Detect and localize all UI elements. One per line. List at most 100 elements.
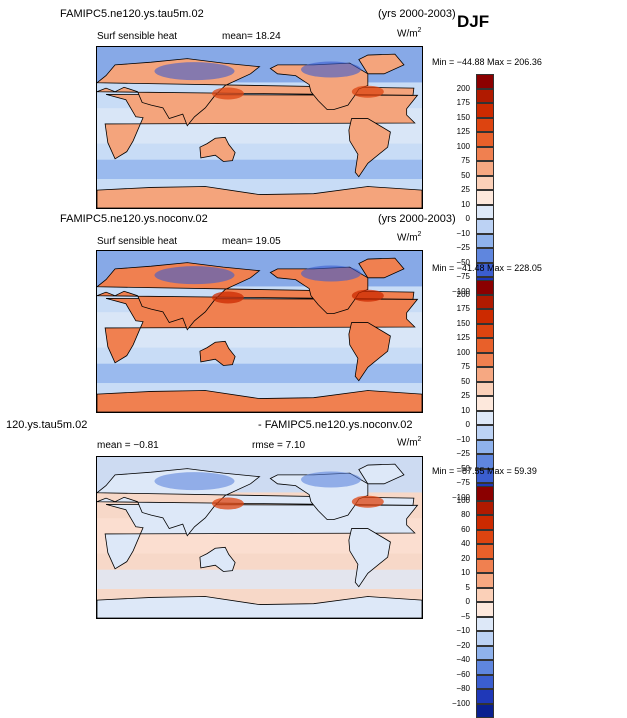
colorbar-label: 75: [461, 363, 470, 371]
colorbar-label: 175: [457, 99, 470, 107]
panel1-units: W/m2: [397, 27, 421, 39]
colorbar-swatch: [476, 219, 494, 234]
season-label: DJF: [457, 12, 489, 32]
colorbar-label: 125: [457, 334, 470, 342]
colorbar-swatch: [476, 675, 494, 690]
colorbar-label: −75: [456, 479, 470, 487]
colorbar-label: 0: [466, 215, 470, 223]
colorbar-swatch: [476, 118, 494, 133]
colorbar-swatch: [476, 515, 494, 530]
colorbar-swatch: [476, 147, 494, 162]
colorbar-swatch: [476, 161, 494, 176]
colorbar-swatch: [476, 602, 494, 617]
colorbar-label: 125: [457, 128, 470, 136]
colorbar-label: 200: [457, 291, 470, 299]
panel2-minmax: Min = −41.48 Max = 228.05: [432, 263, 542, 273]
colorbar-swatch: [476, 324, 494, 339]
colorbar-swatch: [476, 411, 494, 426]
colorbar-label: 40: [461, 540, 470, 548]
colorbar-label: −10: [456, 230, 470, 238]
panel1-map: [96, 46, 423, 209]
colorbar-label: −80: [456, 685, 470, 693]
colorbar-label: −20: [456, 642, 470, 650]
colorbar-label: 100: [457, 349, 470, 357]
colorbar-label: −100: [452, 700, 470, 708]
colorbar-label: 200: [457, 85, 470, 93]
colorbar-label: 100: [457, 497, 470, 505]
panel3-case-left: 120.ys.tau5m.02: [6, 419, 87, 431]
colorbar-swatch: [476, 660, 494, 675]
colorbar-swatch: [476, 501, 494, 516]
colorbar-swatch: [476, 309, 494, 324]
colorbar-swatch: [476, 588, 494, 603]
panel2-case-title: FAMIPC5.ne120.ys.noconv.02: [60, 213, 208, 225]
panel2-variable: Surf sensible heat: [97, 236, 177, 247]
colorbar-label: 50: [461, 172, 470, 180]
colorbar-label: 80: [461, 511, 470, 519]
panel3-case-right: - FAMIPC5.ne120.ys.noconv.02: [258, 419, 413, 431]
colorbar-swatch: [476, 190, 494, 205]
colorbar-swatch: [476, 248, 494, 263]
colorbar-swatch: [476, 440, 494, 455]
colorbar-label: 100: [457, 143, 470, 151]
colorbar-swatch: [476, 89, 494, 104]
colorbar-swatch: [476, 74, 494, 89]
panel2-map: [96, 250, 423, 413]
colorbar-swatch: [476, 132, 494, 147]
colorbar-swatch: [476, 573, 494, 588]
panel1-case-title: FAMIPC5.ne120.ys.tau5m.02: [60, 8, 204, 20]
colorbar-label: 10: [461, 407, 470, 415]
colorbar-label: 150: [457, 114, 470, 122]
panel2-mean: mean= 19.05: [222, 236, 281, 247]
colorbar-swatch: [476, 544, 494, 559]
colorbar-label: −60: [456, 671, 470, 679]
colorbar-label: −25: [456, 450, 470, 458]
panel3-rmse: rmse = 7.10: [252, 440, 305, 451]
world-map-graphic: [97, 251, 422, 412]
colorbar-label: −5: [461, 613, 470, 621]
colorbar-swatch: [476, 689, 494, 704]
panel3-minmax: Min = −87.55 Max = 59.39: [432, 466, 537, 476]
world-map-graphic: [97, 47, 422, 208]
colorbar-swatch: [476, 295, 494, 310]
colorbar-swatch: [476, 704, 494, 718]
panel1-mean: mean= 18.24: [222, 31, 281, 42]
panel1-minmax: Min = −44.88 Max = 206.36: [432, 57, 542, 67]
colorbar-swatch: [476, 646, 494, 661]
panel1-years: (yrs 2000-2003): [378, 8, 456, 20]
panel2-colorbar: [476, 280, 494, 512]
colorbar-swatch: [476, 425, 494, 440]
colorbar-label: 5: [466, 584, 470, 592]
colorbar-label: −75: [456, 273, 470, 281]
colorbar-label: 60: [461, 526, 470, 534]
colorbar-swatch: [476, 631, 494, 646]
colorbar-swatch: [476, 559, 494, 574]
colorbar-swatch: [476, 367, 494, 382]
colorbar-label: 150: [457, 320, 470, 328]
colorbar-label: −25: [456, 244, 470, 252]
colorbar-label: 25: [461, 186, 470, 194]
colorbar-label: 75: [461, 157, 470, 165]
colorbar-swatch: [476, 486, 494, 501]
colorbar-swatch: [476, 103, 494, 118]
world-map-graphic: [97, 457, 422, 618]
panel2-years: (yrs 2000-2003): [378, 213, 456, 225]
colorbar-label: −10: [456, 436, 470, 444]
colorbar-label: 0: [466, 598, 470, 606]
panel3-mean: mean = −0.81: [97, 440, 159, 451]
colorbar-label: −10: [456, 627, 470, 635]
colorbar-label: 175: [457, 305, 470, 313]
panel3-map: [96, 456, 423, 619]
colorbar-label: 50: [461, 378, 470, 386]
panel2-units: W/m2: [397, 231, 421, 243]
colorbar-swatch: [476, 280, 494, 295]
colorbar-swatch: [476, 234, 494, 249]
colorbar-swatch: [476, 396, 494, 411]
colorbar-swatch: [476, 382, 494, 397]
colorbar-label: −40: [456, 656, 470, 664]
colorbar-label: 20: [461, 555, 470, 563]
colorbar-swatch: [476, 353, 494, 368]
colorbar-label: 25: [461, 392, 470, 400]
colorbar-label: 10: [461, 569, 470, 577]
colorbar-swatch: [476, 205, 494, 220]
